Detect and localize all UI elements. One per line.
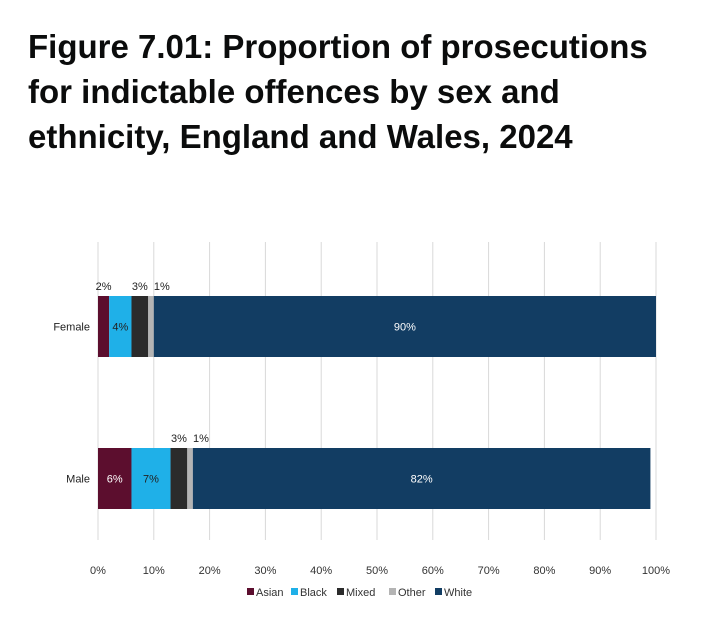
legend-label: Other <box>398 587 426 599</box>
data-label: 90% <box>394 322 416 334</box>
data-label: 2% <box>96 281 112 293</box>
legend: Asian Black Mixed Other White <box>247 587 472 599</box>
bar-segment <box>98 296 110 357</box>
legend-item: Mixed <box>337 587 375 599</box>
bar-segment <box>153 296 657 357</box>
category-label: Female <box>53 322 90 334</box>
data-label: 3% <box>132 281 148 293</box>
legend-item: Black <box>291 587 327 599</box>
data-label: 3% <box>171 433 187 445</box>
data-label: 82% <box>411 474 433 486</box>
bar-segment <box>187 448 193 509</box>
legend-label: Mixed <box>346 587 375 599</box>
legend-item: White <box>435 587 472 599</box>
x-tick-label: 0% <box>90 565 106 577</box>
x-tick-label: 10% <box>143 565 165 577</box>
x-tick-label: 40% <box>310 565 332 577</box>
data-label: 7% <box>143 474 159 486</box>
category-labels: Female Male <box>53 322 90 486</box>
x-tick-label: 20% <box>199 565 221 577</box>
legend-swatch <box>247 588 254 595</box>
legend-label: White <box>444 587 472 599</box>
legend-swatch <box>389 588 396 595</box>
bar-segment <box>131 296 149 357</box>
x-axis-ticks: 0% 10% 20% 30% 40% 50% 60% 70% 80% 90% 100% <box>90 565 670 577</box>
legend-label: Black <box>300 587 327 599</box>
bar-segment <box>131 448 171 509</box>
bar-segment <box>109 296 132 357</box>
data-label: 6% <box>107 474 123 486</box>
legend-swatch <box>291 588 298 595</box>
data-label: 4% <box>112 322 128 334</box>
legend-label: Asian <box>256 587 284 599</box>
x-tick-label: 100% <box>642 565 670 577</box>
chart-title: Figure 7.01: Proportion of prosecutions … <box>28 28 648 155</box>
legend-swatch <box>337 588 344 595</box>
legend-swatch <box>435 588 442 595</box>
data-label: 1% <box>154 281 170 293</box>
category-label: Male <box>66 474 90 486</box>
bar-labels: 2% 4% 3% 1% 90% 6% 7% 3% 1% 82% <box>96 281 433 486</box>
data-label: 1% <box>193 433 209 445</box>
bar-segment <box>192 448 651 509</box>
legend-item: Other <box>389 587 426 599</box>
bar-segment <box>148 296 154 357</box>
x-tick-label: 50% <box>366 565 388 577</box>
x-tick-label: 70% <box>478 565 500 577</box>
bar-segment <box>170 448 188 509</box>
legend-item: Asian <box>247 587 284 599</box>
bars <box>98 296 657 509</box>
x-tick-label: 90% <box>589 565 611 577</box>
x-tick-label: 30% <box>254 565 276 577</box>
bar-segment <box>98 448 132 509</box>
x-tick-label: 80% <box>533 565 555 577</box>
x-tick-label: 60% <box>422 565 444 577</box>
